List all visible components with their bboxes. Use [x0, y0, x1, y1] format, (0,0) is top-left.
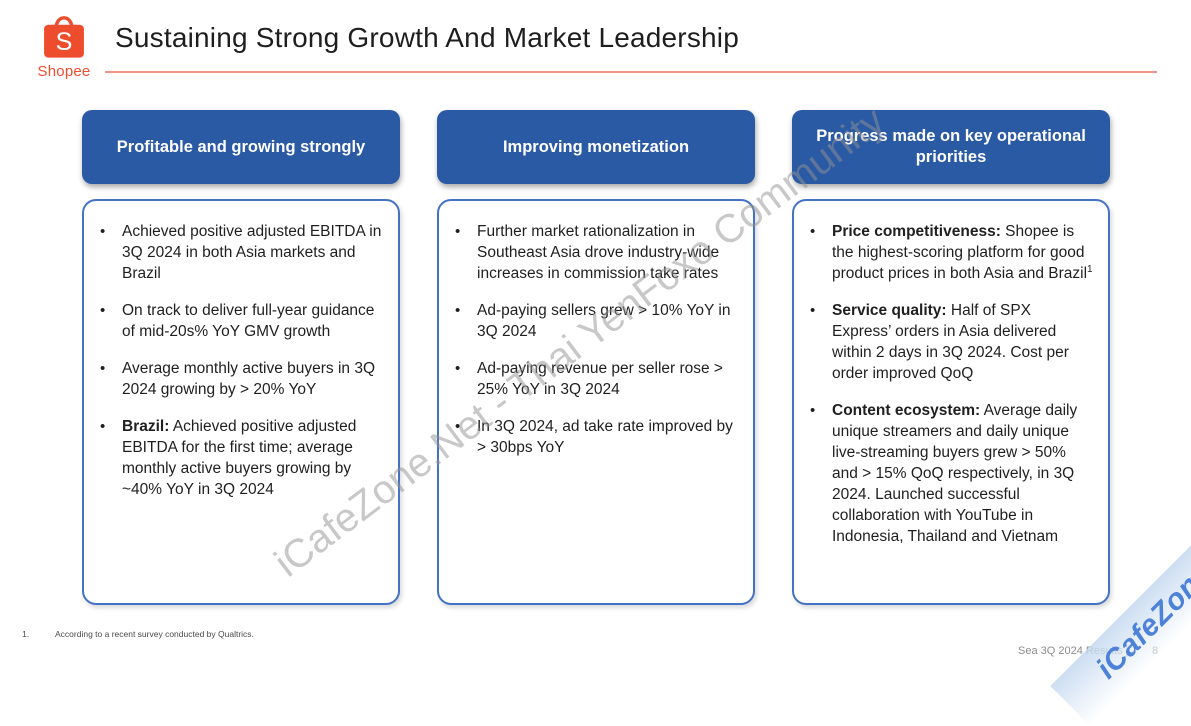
- bullet-item: Ad-paying sellers grew > 10% YoY in 3Q 2…: [455, 300, 739, 342]
- bullet-text: Content ecosystem: Average daily unique …: [832, 402, 1078, 545]
- bullet-item: Achieved positive adjusted EBITDA in 3Q …: [100, 221, 384, 284]
- bullet-item: Brazil: Achieved positive adjusted EBITD…: [100, 416, 384, 500]
- title-underline: [105, 71, 1157, 73]
- bullet-item: Further market rationalization in Southe…: [455, 221, 739, 284]
- bullet-item: Average monthly active buyers in 3Q 2024…: [100, 358, 384, 400]
- bullet-text: On track to deliver full-year guidance o…: [122, 302, 375, 340]
- bullet-marker: [455, 358, 477, 400]
- info-card: Further market rationalization in Southe…: [437, 199, 755, 605]
- bullet-item: Content ecosystem: Average daily unique …: [810, 400, 1094, 547]
- bullet-marker: [455, 416, 477, 458]
- footnote-number: 1.: [22, 629, 30, 639]
- page-title: Sustaining Strong Growth And Market Lead…: [115, 22, 739, 53]
- bullet-text: Brazil: Achieved positive adjusted EBITD…: [122, 418, 357, 498]
- bullet-item: Ad-paying revenue per seller rose > 25% …: [455, 358, 739, 400]
- bullet-marker: [100, 358, 122, 400]
- bullet-list: Price competitiveness: Shopee is the hig…: [810, 221, 1094, 547]
- bullet-item: In 3Q 2024, ad take rate improved by > 3…: [455, 416, 739, 458]
- footer-deck-label: Sea 3Q 2024 Results |: [1018, 645, 1129, 657]
- shopping-bag-icon: S: [44, 16, 84, 58]
- bullet-marker: [455, 221, 477, 284]
- bullet-marker: [100, 221, 122, 284]
- column-header-pill: Profitable and growing strongly: [82, 110, 400, 184]
- footnote-ref: 1: [1087, 263, 1093, 275]
- info-card: Price competitiveness: Shopee is the hig…: [792, 199, 1110, 605]
- bullet-text: Ad-paying revenue per seller rose > 25% …: [477, 360, 723, 398]
- bullet-text: In 3Q 2024, ad take rate improved by > 3…: [477, 418, 733, 456]
- bullet-marker: [100, 416, 122, 500]
- bullet-text: Price competitiveness: Shopee is the hig…: [832, 223, 1093, 282]
- bullet-marker: [810, 400, 832, 547]
- bullet-text: Further market rationalization in Southe…: [477, 223, 720, 282]
- column-header-pill: Progress made on key operational priorit…: [792, 110, 1110, 184]
- footer-page-number: 8: [1152, 645, 1159, 657]
- column-operational-priorities: Progress made on key operational priorit…: [792, 110, 1110, 605]
- column-monetization: Improving monetization Further market ra…: [437, 110, 755, 605]
- bullet-marker: [810, 300, 832, 384]
- bullet-text: Achieved positive adjusted EBITDA in 3Q …: [122, 223, 382, 282]
- info-card: Achieved positive adjusted EBITDA in 3Q …: [82, 199, 400, 605]
- column-header-pill: Improving monetization: [437, 110, 755, 184]
- brand-label: Shopee: [37, 63, 91, 80]
- logo-letter: S: [56, 28, 73, 56]
- footnote-text: According to a recent survey conducted b…: [55, 629, 254, 639]
- column-profitability: Profitable and growing strongly Achieved…: [82, 110, 400, 605]
- bullet-item: On track to deliver full-year guidance o…: [100, 300, 384, 342]
- bullet-text: Service quality: Half of SPX Express’ or…: [832, 302, 1069, 382]
- bullet-list: Achieved positive adjusted EBITDA in 3Q …: [100, 221, 384, 500]
- bullet-text: Ad-paying sellers grew > 10% YoY in 3Q 2…: [477, 302, 731, 340]
- bullet-marker: [810, 221, 832, 284]
- bullet-marker: [455, 300, 477, 342]
- bullet-list: Further market rationalization in Southe…: [455, 221, 739, 458]
- bullet-text: Average monthly active buyers in 3Q 2024…: [122, 360, 376, 398]
- shopee-logo: S Shopee: [28, 10, 100, 80]
- bullet-item: Price competitiveness: Shopee is the hig…: [810, 221, 1094, 284]
- slide: S Shopee Sustaining Strong Growth And Ma…: [0, 0, 1191, 670]
- bullet-item: Service quality: Half of SPX Express’ or…: [810, 300, 1094, 384]
- bullet-marker: [100, 300, 122, 342]
